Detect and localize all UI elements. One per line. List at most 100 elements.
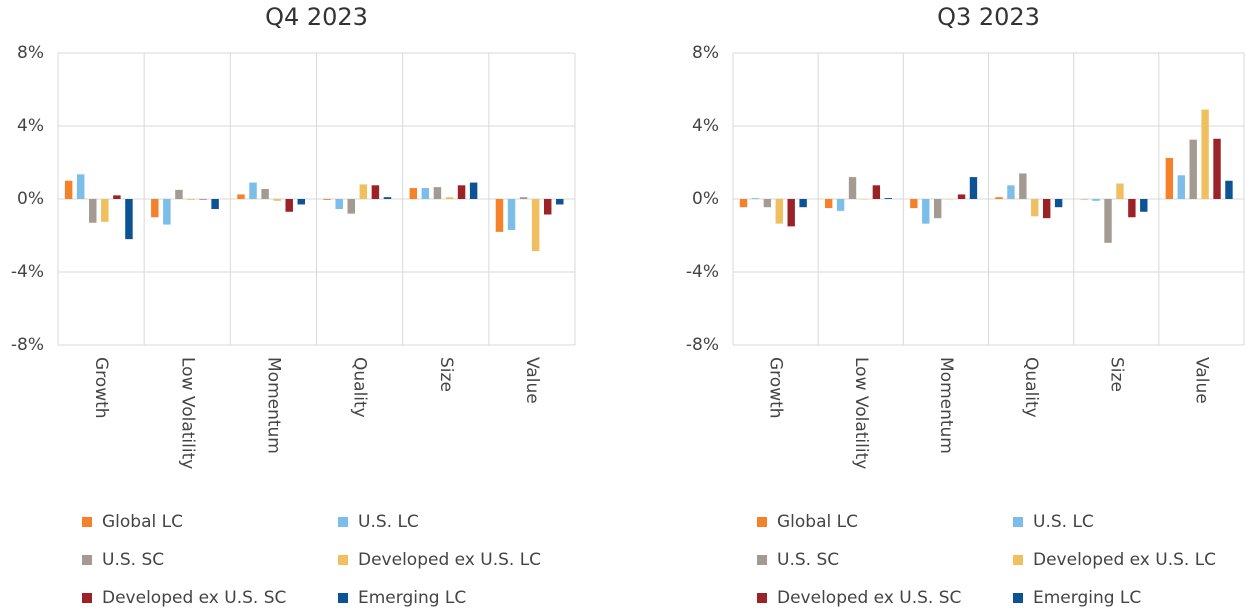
bar — [409, 188, 418, 199]
bar — [1080, 199, 1088, 200]
legend-label: Emerging LC — [1033, 588, 1141, 608]
bar — [1054, 199, 1063, 208]
bar — [163, 199, 171, 225]
bar — [151, 199, 159, 218]
bar — [125, 199, 133, 240]
bar — [457, 185, 466, 199]
legend-swatch — [338, 593, 348, 603]
bar — [261, 188, 269, 199]
y-tick-label: 4% — [692, 116, 719, 136]
chart-title: Q3 2023 — [937, 3, 1040, 31]
x-tick-label: Quality — [350, 357, 370, 418]
bar — [848, 177, 857, 199]
bar — [1031, 199, 1039, 217]
bar — [519, 197, 528, 199]
bar — [957, 194, 966, 199]
bar — [860, 199, 869, 200]
bar — [1225, 180, 1233, 199]
bar — [383, 197, 392, 199]
bar — [113, 195, 121, 199]
bar — [469, 182, 478, 199]
bar — [933, 199, 942, 219]
bar — [89, 199, 97, 223]
legend-swatch — [338, 555, 348, 565]
legend-swatch — [757, 517, 767, 527]
y-tick-label: 0% — [17, 189, 44, 209]
bar — [1092, 199, 1100, 201]
x-tick-label: Low Volatility — [177, 357, 197, 469]
bar — [799, 199, 807, 208]
bar — [969, 177, 978, 199]
legend-swatch — [1013, 555, 1023, 565]
legend-label: Global LC — [777, 512, 858, 532]
legend-label: U.S. SC — [102, 550, 164, 570]
bar — [101, 199, 109, 222]
bar — [297, 199, 306, 205]
bar — [1177, 175, 1185, 199]
bar — [273, 199, 281, 201]
x-tick-label: Growth — [91, 357, 111, 419]
bar — [922, 199, 930, 224]
bar — [1007, 185, 1015, 199]
bar — [751, 198, 760, 199]
legend-label: Emerging LC — [358, 588, 466, 608]
chart-title: Q4 2023 — [265, 3, 368, 31]
bar — [1213, 138, 1221, 199]
bar — [347, 199, 355, 214]
legend-swatch — [757, 555, 767, 565]
bar — [1140, 199, 1148, 212]
bar — [64, 180, 73, 199]
bar — [884, 198, 892, 199]
bar — [76, 174, 85, 199]
legend-swatch — [338, 517, 348, 527]
bar — [249, 182, 257, 199]
bar — [763, 199, 772, 208]
bar — [556, 199, 564, 205]
bar — [1165, 157, 1174, 199]
bar — [775, 199, 783, 224]
legend-label: Developed ex U.S. LC — [1033, 550, 1216, 570]
bar — [445, 197, 454, 199]
bar — [1104, 199, 1112, 243]
y-tick-label: -4% — [686, 262, 719, 282]
legend-label: U.S. LC — [1033, 512, 1094, 532]
bar — [787, 199, 795, 227]
bar — [323, 199, 331, 200]
bar — [1189, 139, 1197, 199]
x-tick-label: Momentum — [263, 357, 283, 454]
legend-label: U.S. LC — [358, 512, 419, 532]
bar — [175, 189, 183, 199]
legend-label: Developed ex U.S. SC — [102, 588, 286, 608]
x-tick-label: Low Volatility — [851, 357, 871, 469]
y-tick-label: 8% — [17, 43, 44, 63]
legend-label: U.S. SC — [777, 550, 839, 570]
x-tick-label: Value — [1191, 357, 1211, 404]
bar — [433, 187, 442, 199]
legend-label: Developed ex U.S. SC — [777, 588, 961, 608]
x-tick-label: Size — [1106, 357, 1126, 392]
legend-swatch — [82, 593, 92, 603]
bar — [531, 199, 540, 252]
bar — [371, 185, 380, 199]
bar — [237, 194, 245, 199]
x-tick-label: Value — [522, 357, 542, 404]
bar — [199, 199, 207, 200]
legend-label: Global LC — [102, 512, 183, 532]
bar — [507, 199, 516, 231]
bar — [1201, 109, 1209, 199]
bar — [1128, 199, 1136, 218]
x-tick-label: Size — [436, 357, 456, 392]
bar — [945, 199, 954, 200]
bar — [872, 185, 881, 199]
legend-swatch — [1013, 593, 1023, 603]
y-tick-label: -8% — [686, 335, 719, 355]
y-tick-label: 0% — [692, 189, 719, 209]
legend-label: Developed ex U.S. LC — [358, 550, 541, 570]
bar — [187, 199, 195, 200]
x-tick-label: Growth — [766, 357, 786, 419]
bar — [1043, 199, 1051, 219]
y-tick-label: -8% — [11, 335, 44, 355]
bar — [495, 199, 504, 232]
bar — [543, 199, 552, 215]
